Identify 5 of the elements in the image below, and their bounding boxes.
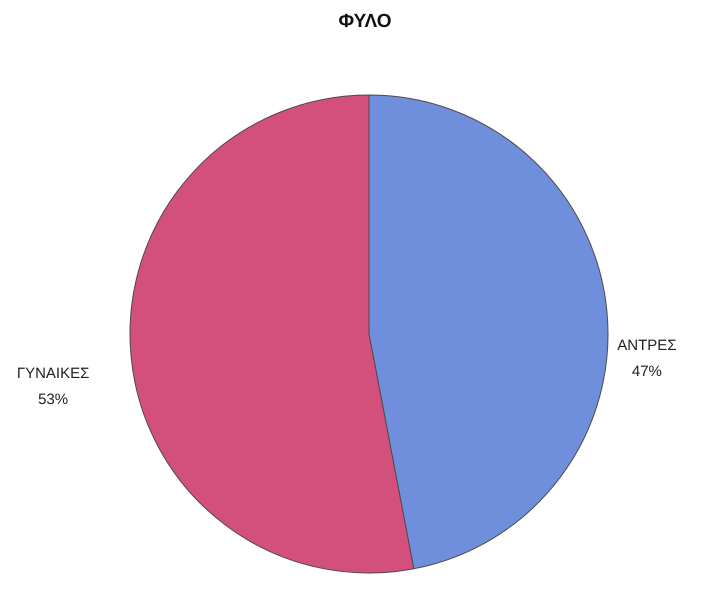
data-label: 53% — [38, 391, 68, 408]
slice-label: ΑΝΤΡΕΣ — [617, 336, 677, 354]
data-label: 47% — [632, 362, 662, 380]
slice-label: ΓΥΝΑΙΚΕΣ — [16, 365, 90, 382]
chart-title: ΦΥΛΟ — [338, 11, 392, 32]
